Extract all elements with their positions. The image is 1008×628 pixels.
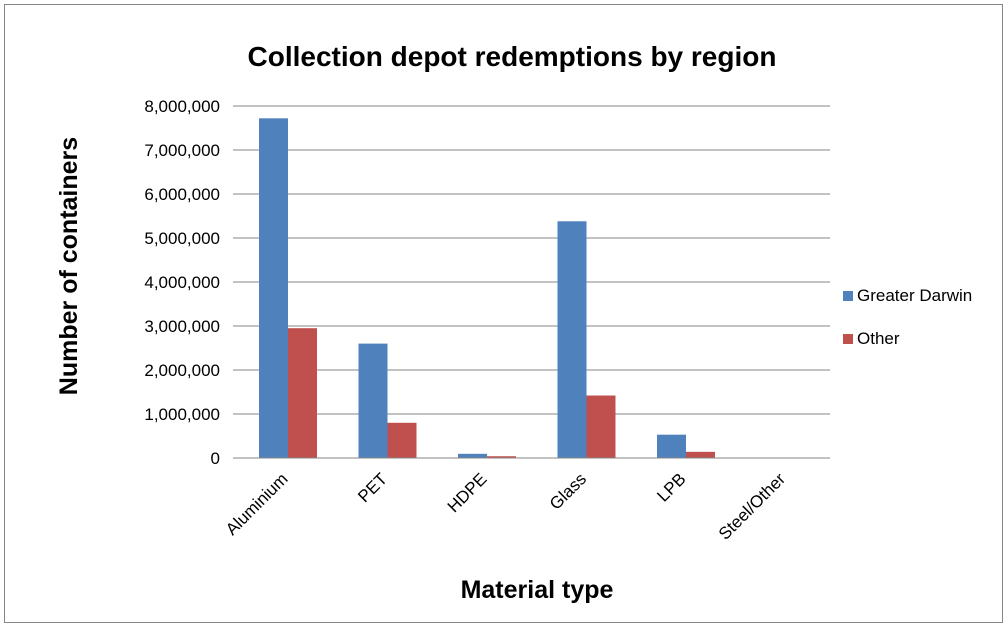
bar-greater-darwin-pet — [358, 343, 388, 458]
chart-title: Collection depot redemptions by region — [248, 41, 777, 72]
bar-other-pet — [387, 422, 417, 458]
y-axis-ticks: 0 1,000,000 2,000,000 3,000,000 4,000,000 5,0… — [144, 97, 220, 468]
y-tick-label: 0 — [211, 449, 220, 468]
y-axis-title: Number of containers — [55, 137, 83, 395]
y-tick-label: 8,000,000 — [144, 97, 220, 116]
y-tick-label: 3,000,000 — [144, 317, 220, 336]
bar-other-glass — [586, 395, 616, 458]
x-tick-label: LPB — [653, 469, 689, 505]
gridlines — [233, 105, 830, 415]
bar-other-hdpe — [487, 456, 516, 458]
y-tick-label: 2,000,000 — [144, 361, 220, 380]
bar-greater-darwin-glass — [557, 221, 587, 458]
legend-label-greater-darwin: Greater Darwin — [857, 286, 972, 305]
legend: Greater Darwin Other — [843, 286, 972, 348]
bar-greater-darwin-hdpe — [458, 453, 487, 458]
bar-other-aluminium — [288, 328, 317, 458]
legend-label-other: Other — [857, 329, 900, 348]
x-tick-label: Steel/Other — [715, 469, 789, 543]
legend-swatch-greater-darwin — [843, 291, 853, 301]
bar-greater-darwin-lpb — [657, 434, 686, 458]
y-tick-label: 1,000,000 — [144, 405, 220, 424]
legend-swatch-other — [843, 334, 853, 344]
x-axis-ticks: Aluminium PET HDPE Glass LPB Steel/Other — [222, 469, 789, 543]
bar-greater-darwin-aluminium — [259, 118, 288, 458]
y-tick-label: 6,000,000 — [144, 185, 220, 204]
x-axis-title: Material type — [461, 576, 614, 604]
chart-frame — [4, 4, 1003, 623]
y-tick-label: 7,000,000 — [144, 141, 220, 160]
x-tick-label: PET — [354, 469, 391, 506]
y-tick-label: 5,000,000 — [144, 229, 220, 248]
y-tick-label: 4,000,000 — [144, 273, 220, 292]
x-tick-label: HDPE — [444, 469, 491, 516]
x-tick-label: Aluminium — [222, 469, 292, 539]
bar-other-lpb — [686, 451, 715, 458]
x-tick-label: Glass — [546, 469, 590, 513]
bars — [259, 118, 815, 458]
